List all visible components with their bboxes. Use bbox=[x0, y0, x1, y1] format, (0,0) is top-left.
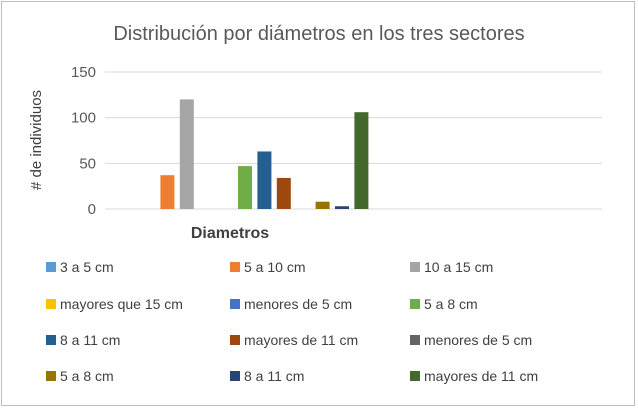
y-tick-label: 50 bbox=[79, 155, 96, 172]
legend-swatch bbox=[410, 335, 420, 345]
legend-swatch bbox=[46, 299, 56, 309]
bar bbox=[354, 112, 369, 209]
legend-swatch bbox=[230, 371, 240, 381]
bar bbox=[276, 177, 291, 209]
legend-label: mayores que 15 cm bbox=[60, 296, 183, 312]
chart-title: Distribución por diámetros en los tres s… bbox=[113, 23, 524, 45]
legend-swatch bbox=[230, 299, 240, 309]
legend-swatch bbox=[46, 262, 56, 272]
legend-label: 8 a 11 cm bbox=[60, 332, 120, 348]
y-tick-label: 100 bbox=[71, 110, 96, 127]
bars bbox=[160, 99, 369, 209]
legend-label: 5 a 8 cm bbox=[60, 368, 114, 384]
legend-label: menores de 5 cm bbox=[424, 332, 532, 348]
y-tick-label: 0 bbox=[88, 201, 96, 218]
legend-swatch bbox=[410, 299, 420, 309]
legend-swatch bbox=[46, 371, 56, 381]
legend-swatch bbox=[230, 262, 240, 272]
gridlines: 0 50 100 150 bbox=[71, 64, 602, 218]
bar bbox=[335, 206, 349, 209]
legend-label: 5 a 8 cm bbox=[424, 296, 478, 312]
legend-swatch bbox=[410, 262, 420, 272]
bar bbox=[179, 99, 194, 209]
legend-label: mayores de 11 cm bbox=[424, 368, 538, 384]
legend-swatch bbox=[230, 335, 240, 345]
bar bbox=[238, 166, 252, 209]
bar bbox=[257, 151, 272, 209]
legend-label: 10 a 15 cm bbox=[424, 259, 493, 275]
legend-label: 5 a 10 cm bbox=[244, 259, 305, 275]
bar bbox=[160, 175, 175, 209]
y-axis-label: # de individuos bbox=[28, 90, 45, 190]
y-tick-label: 150 bbox=[71, 64, 96, 81]
bar bbox=[315, 201, 330, 209]
legend-label: menores de 5 cm bbox=[244, 296, 352, 312]
legend-swatch bbox=[410, 371, 420, 381]
legend-swatch bbox=[46, 335, 56, 345]
x-axis-label: Diametros bbox=[191, 225, 269, 242]
legend-label: 3 a 5 cm bbox=[60, 259, 114, 275]
legend: 3 a 5 cm 5 a 10 cm 10 a 15 cm mayores que 1… bbox=[46, 259, 538, 384]
legend-label: 8 a 11 cm bbox=[244, 368, 304, 384]
legend-label: mayores de 11 cm bbox=[244, 332, 358, 348]
